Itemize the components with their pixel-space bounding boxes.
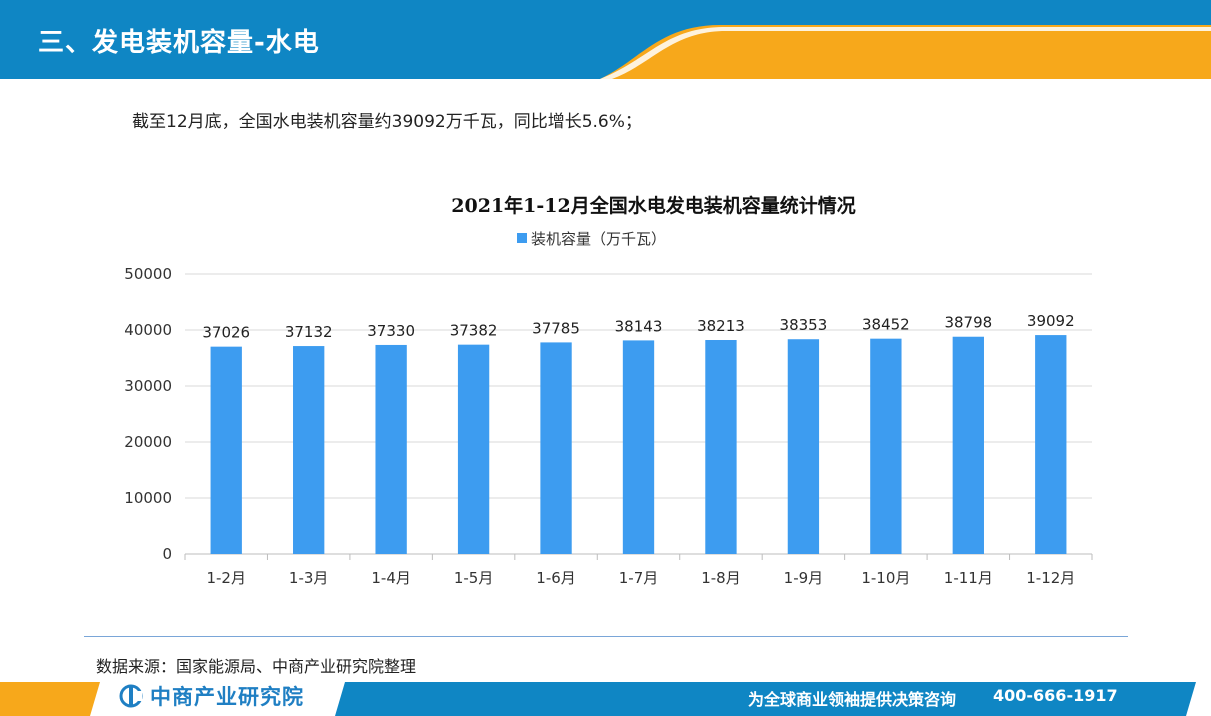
y-tick-label: 10000 <box>124 489 172 507</box>
x-tick-label: 1-3月 <box>289 569 329 587</box>
phone-number: 400-666-1917 <box>993 686 1118 705</box>
brand-name: 中商产业研究院 <box>150 685 304 709</box>
data-label: 38798 <box>944 314 992 332</box>
data-label: 37382 <box>450 322 498 340</box>
bar <box>293 346 325 554</box>
x-tick-label: 1-2月 <box>206 569 246 587</box>
data-label: 38213 <box>697 317 745 335</box>
bar <box>375 344 407 554</box>
summary-text: 截至12月底，全国水电装机容量约39092万千瓦，同比增长5.6%； <box>132 112 642 132</box>
brand-logo: 中商产业研究院 <box>118 684 304 709</box>
bar <box>705 340 737 554</box>
y-tick-label: 0 <box>162 545 172 563</box>
y-tick-label: 50000 <box>124 265 172 283</box>
bar <box>540 342 572 554</box>
data-label: 37026 <box>202 324 250 342</box>
bottom-bar-background <box>0 682 1196 716</box>
data-label: 38353 <box>780 316 828 334</box>
x-tick-label: 1-5月 <box>454 569 494 587</box>
brand-logo-icon <box>119 684 143 708</box>
bar <box>457 344 490 554</box>
data-label: 38143 <box>615 317 663 335</box>
x-tick-label: 1-11月 <box>944 569 993 587</box>
legend-swatch <box>517 233 527 243</box>
bar <box>787 339 820 554</box>
data-label: 37330 <box>367 322 415 340</box>
x-tick-label: 1-4月 <box>371 569 411 587</box>
y-tick-label: 30000 <box>124 377 172 395</box>
header-background <box>0 0 1211 79</box>
header-band: 三、发电装机容量-水电 <box>0 0 1211 79</box>
legend-label: 装机容量（万千瓦） <box>531 230 666 248</box>
data-label: 39092 <box>1027 312 1075 330</box>
bar <box>870 338 902 554</box>
bottom-bar <box>0 682 1211 716</box>
x-tick-label: 1-8月 <box>701 569 741 587</box>
data-label: 37785 <box>532 319 580 337</box>
x-tick-label: 1-12月 <box>1026 569 1075 587</box>
bar <box>210 346 242 554</box>
y-tick-label: 40000 <box>124 321 172 339</box>
bar <box>1035 335 1067 554</box>
bar <box>952 336 984 554</box>
x-tick-label: 1-7月 <box>619 569 659 587</box>
x-tick-label: 1-6月 <box>536 569 576 587</box>
x-tick-label: 1-9月 <box>784 569 824 587</box>
x-tick-label: 1-10月 <box>861 569 910 587</box>
data-source-note: 数据来源：国家能源局、中商产业研究院整理 <box>96 657 417 676</box>
page-title: 三、发电装机容量-水电 <box>38 28 320 58</box>
bar <box>622 340 655 554</box>
footer-divider <box>84 636 1128 637</box>
chart-title: 2021年1-12月全国水电发电装机容量统计情况 <box>451 194 855 217</box>
slogan-text: 为全球商业领袖提供决策咨询 <box>748 690 957 709</box>
data-label: 37132 <box>285 323 333 341</box>
y-tick-label: 20000 <box>124 433 172 451</box>
data-label: 38452 <box>862 316 910 334</box>
